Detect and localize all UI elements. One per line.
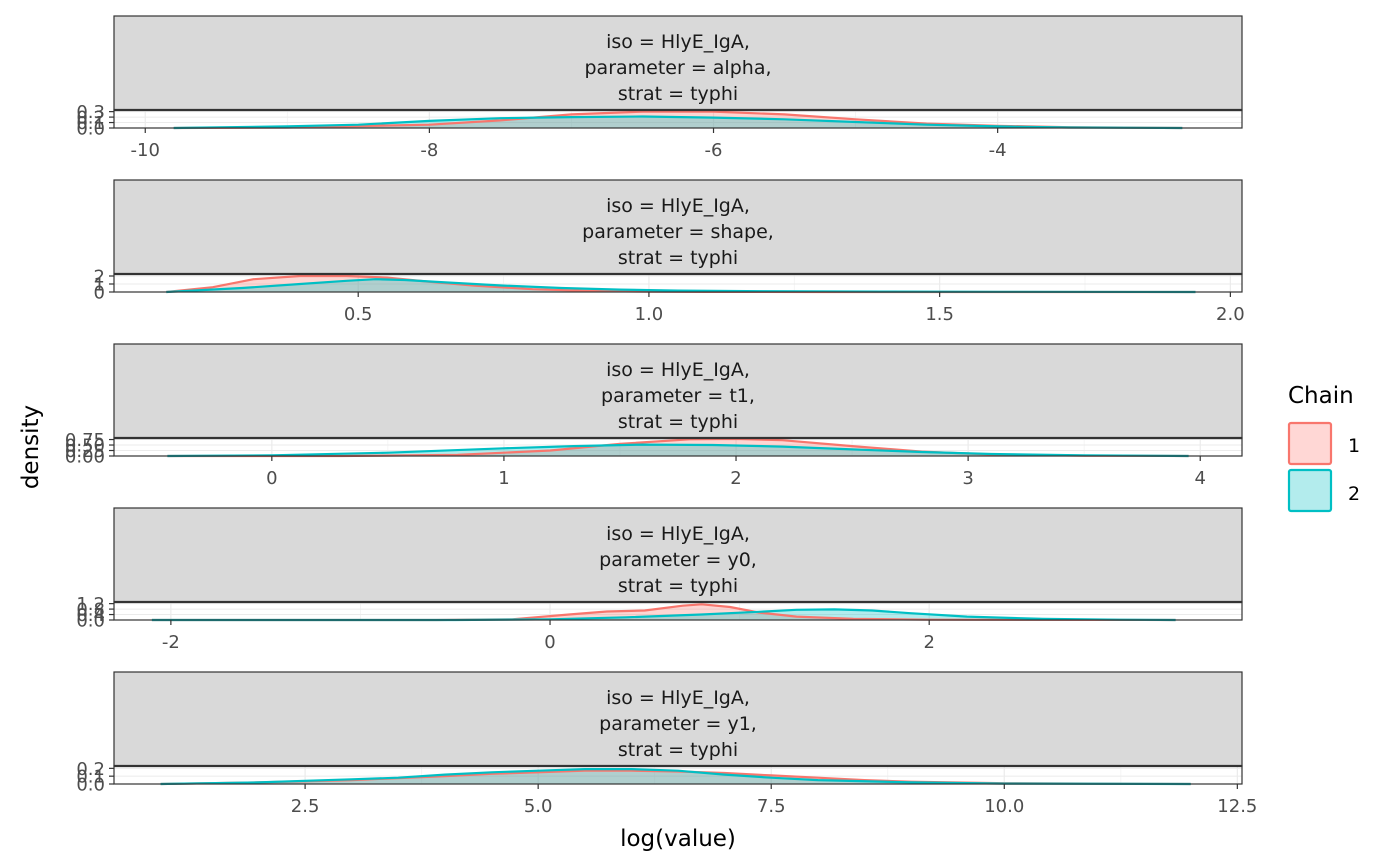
x-tick-label: 2.0 [1216, 304, 1245, 325]
x-tick-label: 7.5 [757, 796, 786, 817]
y-tick-label: 0.75 [65, 430, 105, 451]
strip-label: parameter = t1, [601, 385, 755, 407]
x-tick-label: -2 [162, 632, 180, 653]
y-tick-label: 0.3 [76, 102, 105, 123]
density-area-chain-1 [151, 604, 1176, 620]
y-tick-label: 0.8 [76, 600, 105, 621]
x-tick-label: 1.0 [635, 304, 664, 325]
density-area-chain-2 [151, 609, 1176, 620]
panel-4: iso = HlyE_IgA, parameter = y0, strat = ty… [76, 507, 1243, 653]
density-area-chain-2 [160, 769, 1191, 784]
x-tick-label: 0 [266, 468, 277, 489]
x-tick-label: 4 [1194, 468, 1205, 489]
y-tick-label: 0.2 [76, 108, 105, 129]
y-tick-label: 0.2 [76, 759, 105, 780]
y-tick-label: 2 [94, 267, 105, 288]
x-tick-label: -4 [989, 140, 1007, 161]
y-tick-label: 0.0 [76, 775, 105, 796]
y-axis-title: density [18, 405, 44, 489]
y-tick-label: 0.00 [65, 447, 105, 468]
x-axis-title: log(value) [620, 826, 736, 852]
strip-label: iso = HlyE_IgA, [606, 523, 750, 545]
facet-panels: iso = HlyE_IgA, parameter = alpha, strat =… [65, 15, 1257, 817]
density-area-chain-1 [166, 276, 1196, 292]
strip-label: strat = typhi [618, 247, 738, 269]
strip-label: iso = HlyE_IgA, [606, 359, 750, 381]
x-tick-label: 2 [730, 468, 741, 489]
panel-3: iso = HlyE_IgA, parameter = t1, strat = ty… [65, 343, 1243, 489]
strip-background [113, 15, 1243, 111]
density-line-chain-2 [160, 768, 1191, 786]
y-tick-label: 0.0 [76, 611, 105, 632]
strip-label: parameter = y0, [599, 549, 757, 571]
strip-label: strat = typhi [618, 83, 738, 105]
legend-key-1 [1287, 421, 1333, 466]
strip-label: parameter = y1, [599, 713, 757, 735]
x-tick-label: 10.0 [984, 796, 1024, 817]
density-line-chain-2 [173, 115, 1183, 130]
x-tick-label: 0 [544, 632, 555, 653]
y-tick-label: 0.0 [76, 119, 105, 140]
y-tick-label: 0.1 [76, 113, 105, 134]
strip-label: parameter = shape, [582, 221, 774, 243]
strip-background [113, 343, 1243, 439]
y-tick-label: 1.2 [76, 594, 105, 615]
y-tick-label: 0.25 [65, 441, 105, 462]
panel-5: iso = HlyE_IgA, parameter = y1, strat = ty… [76, 671, 1257, 817]
strip-label: strat = typhi [618, 739, 738, 761]
x-tick-label: 1 [498, 468, 509, 489]
legend-label-2: 2 [1348, 483, 1360, 505]
x-tick-label: 2.5 [291, 796, 320, 817]
density-area-chain-1 [167, 438, 1189, 456]
x-tick-label: 3 [962, 468, 973, 489]
strip-label: strat = typhi [618, 411, 738, 433]
density-line-chain-2 [151, 608, 1176, 622]
strip-label: parameter = alpha, [584, 57, 771, 79]
y-tick-label: 0.1 [76, 767, 105, 788]
x-tick-label: 5.0 [524, 796, 553, 817]
y-tick-label: 0.50 [65, 436, 105, 457]
x-tick-label: 2 [923, 632, 934, 653]
x-tick-label: -8 [420, 140, 438, 161]
x-tick-label: 1.5 [925, 304, 954, 325]
panel-1: iso = HlyE_IgA, parameter = alpha, strat =… [76, 15, 1243, 161]
strip-background [113, 179, 1243, 275]
x-tick-label: 12.5 [1217, 796, 1257, 817]
y-tick-label: 0 [94, 283, 105, 304]
strip-background [113, 507, 1243, 603]
legend-label-1: 1 [1348, 435, 1360, 457]
strip-background [113, 671, 1243, 767]
x-tick-label: -10 [131, 140, 160, 161]
density-area-chain-1 [160, 770, 1191, 784]
x-tick-label: 0.5 [344, 304, 373, 325]
legend: Chain 1 2 [1287, 383, 1360, 513]
panel-2: iso = HlyE_IgA, parameter = shape, strat =… [94, 179, 1245, 325]
legend-key-2 [1287, 468, 1333, 513]
density-area-chain-2 [166, 279, 1196, 292]
y-tick-label: 0.4 [76, 605, 105, 626]
strip-label: strat = typhi [618, 575, 738, 597]
strip-label: iso = HlyE_IgA, [606, 195, 750, 217]
strip-label: iso = HlyE_IgA, [606, 31, 750, 53]
density-line-chain-2 [167, 443, 1189, 458]
strip-label: iso = HlyE_IgA, [606, 687, 750, 709]
x-tick-label: -6 [705, 140, 723, 161]
y-tick-label: 1 [94, 275, 105, 296]
plot-background [114, 766, 1242, 784]
legend-title: Chain [1288, 383, 1354, 409]
